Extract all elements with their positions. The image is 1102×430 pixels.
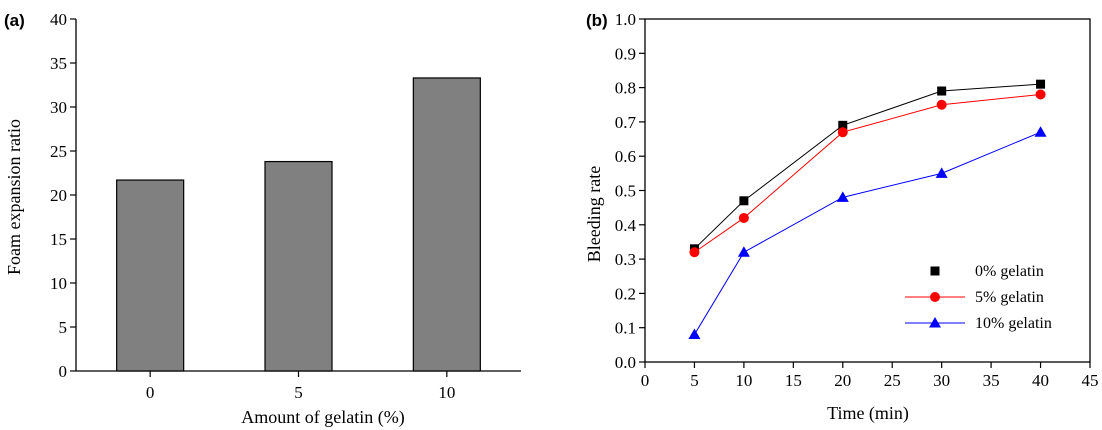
line-chart-x-axis-title: Time (min) bbox=[827, 403, 909, 424]
series-point-0 bbox=[937, 86, 947, 96]
series-point-0 bbox=[739, 196, 749, 206]
legend-label-2: 10% gelatin bbox=[975, 315, 1052, 332]
line-chart-legend: 0% gelatin 5% gelatin 10% gelatin bbox=[905, 263, 1052, 332]
legend-marker-0 bbox=[930, 266, 940, 276]
line-chart-series bbox=[688, 79, 1047, 340]
line-chart-y-tick-label: 0.2 bbox=[615, 284, 636, 303]
bar-chart-y-tick-label: 20 bbox=[50, 186, 67, 205]
bar-0 bbox=[116, 179, 185, 372]
line-chart-axes bbox=[644, 18, 1091, 363]
bar-chart-panel: (a) Foam expansion ratio Amount of gelat… bbox=[4, 10, 521, 428]
legend-marker-2 bbox=[929, 317, 941, 328]
line-chart-y-tick-label: 0.6 bbox=[615, 147, 636, 166]
line-chart-x-tick-label: 30 bbox=[933, 371, 950, 390]
bar-chart-y-tick-label: 35 bbox=[50, 54, 67, 73]
bar-10 bbox=[412, 77, 481, 372]
line-chart-y-tick-label: 1.0 bbox=[615, 10, 636, 29]
bar-chart-x-tick-label: 5 bbox=[294, 383, 303, 402]
series-point-2 bbox=[737, 246, 750, 257]
legend-label-0: 0% gelatin bbox=[975, 263, 1044, 280]
line-chart-x-tick-label: 5 bbox=[690, 371, 699, 390]
line-chart-y-tick-label: 0.4 bbox=[615, 216, 637, 235]
series-point-1 bbox=[837, 127, 848, 138]
series-point-2 bbox=[935, 167, 948, 178]
bar-chart-y-tick-label: 40 bbox=[50, 10, 67, 29]
bar-chart-y-tick-label: 5 bbox=[59, 318, 68, 337]
series-point-2 bbox=[688, 328, 701, 340]
bar-5 bbox=[264, 160, 333, 372]
bar-chart-x-tick-label: 10 bbox=[438, 383, 455, 402]
panel-b-label: (b) bbox=[586, 11, 608, 30]
legend-label-1: 5% gelatin bbox=[975, 289, 1044, 306]
line-chart-y-tick-label: 0.7 bbox=[615, 113, 637, 132]
line-chart-x-tick-label: 40 bbox=[1032, 371, 1049, 390]
bar-chart-y-tick-label: 30 bbox=[50, 98, 67, 117]
line-chart-y-tick-label: 0.3 bbox=[615, 250, 636, 269]
bar-chart-x-axis-title: Amount of gelatin (%) bbox=[241, 407, 404, 428]
line-chart-x-tick-label: 20 bbox=[834, 371, 851, 390]
line-chart-x-tick-label: 0 bbox=[641, 371, 650, 390]
bar-chart-y-tick-label: 15 bbox=[50, 230, 67, 249]
bar-chart-bars bbox=[116, 77, 481, 372]
line-chart-y-axis-title: Bleeding rate bbox=[584, 166, 604, 262]
line-chart-x-tick-label: 25 bbox=[884, 371, 901, 390]
line-chart-y-tick-label: 0.5 bbox=[615, 182, 636, 201]
line-chart-x-tick-label: 35 bbox=[983, 371, 1000, 390]
line-chart-y-tick-label: 0.0 bbox=[615, 353, 636, 372]
line-chart-panel: (b) Bleeding rate Time (min) 0.00.10.20.… bbox=[584, 10, 1099, 424]
series-point-0 bbox=[838, 120, 848, 130]
series-point-1 bbox=[738, 212, 749, 223]
line-chart-x-tick-label: 10 bbox=[735, 371, 752, 390]
line-chart-y-tick-label: 0.1 bbox=[615, 319, 636, 338]
line-chart-ticks: 0.0 0.1 0.2 0.3 0.4 0.5 0.6 0.7 0.8 0.9 1.0 0 5 10 15 2… bbox=[615, 10, 1099, 390]
series-point-1 bbox=[1035, 89, 1046, 100]
series-point-2 bbox=[1034, 126, 1047, 137]
bar-chart-y-tick-label: 25 bbox=[50, 142, 67, 161]
series-point-0 bbox=[1036, 79, 1046, 89]
series-line-0 bbox=[694, 83, 1041, 250]
series-line-1 bbox=[694, 93, 1041, 253]
legend-marker-1 bbox=[930, 292, 940, 302]
bar-chart-y-tick-label: 0 bbox=[59, 362, 68, 381]
line-chart-plot-frame bbox=[644, 18, 1091, 363]
line-chart-y-tick-label: 0.9 bbox=[615, 44, 636, 63]
series-point-1 bbox=[936, 99, 947, 110]
series-point-2 bbox=[836, 191, 849, 202]
bar-chart-x-tick-label: 0 bbox=[146, 383, 155, 402]
bar-chart-y-tick-label: 10 bbox=[50, 274, 67, 293]
line-chart-x-tick-label: 15 bbox=[785, 371, 802, 390]
line-chart-y-tick-label: 0.8 bbox=[615, 79, 636, 98]
series-point-1 bbox=[689, 247, 700, 258]
line-chart-x-tick-label: 45 bbox=[1082, 371, 1099, 390]
bar-chart-y-axis-title: Foam expansion ratio bbox=[4, 119, 24, 275]
panel-a-label: (a) bbox=[4, 11, 25, 30]
bar-chart-ticks: 0 5 10 15 20 25 30 35 40 0 5 10 bbox=[50, 10, 455, 402]
